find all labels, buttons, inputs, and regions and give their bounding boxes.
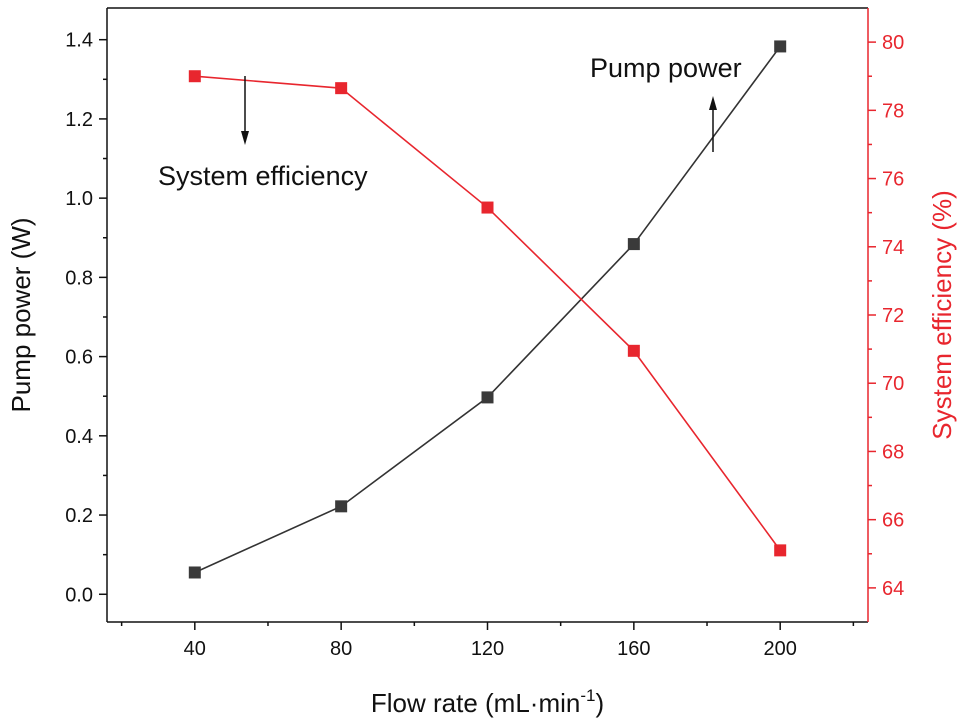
- left-y-tick-label: 0.8: [65, 267, 93, 289]
- x-axis-title-sup: -1: [580, 686, 595, 705]
- x-axis-title: Flow rate (mL·min-1): [371, 686, 604, 718]
- right-y-tick-label: 80: [882, 32, 904, 54]
- right-y-tick-label: 70: [882, 373, 904, 395]
- left-y-tick-label: 0.2: [65, 505, 93, 527]
- system-efficiency-line: [194, 75, 781, 551]
- right-y-tick-label: 66: [882, 510, 904, 532]
- axes: 40 80 120 160 200 0.0 0.2 0.4 0.6 0.8 1.0 1.2 1.4 64 6…: [6, 7, 957, 718]
- system-efficiency-point: [335, 82, 348, 95]
- x-axis-title-close: ): [595, 688, 604, 718]
- right-y-tick-label: 76: [882, 169, 904, 191]
- series-layer: [188, 40, 787, 579]
- pump-power-point: [774, 40, 787, 53]
- system-efficiency-annotation: System efficiency: [158, 161, 368, 191]
- right-y-tick-label: 74: [882, 237, 904, 259]
- left-y-tick-label: 0.4: [65, 426, 93, 448]
- x-tick-label: 200: [764, 638, 797, 660]
- x-tick-label: 40: [184, 638, 206, 660]
- system-efficiency-arrow-head: [241, 131, 249, 145]
- left-y-tick-label: 0.6: [65, 347, 93, 369]
- left-y-tick-label: 1.4: [65, 30, 93, 52]
- pump-power-annotation: Pump power: [590, 53, 742, 83]
- x-tick-label: 80: [330, 638, 352, 660]
- system-efficiency-point: [188, 70, 201, 83]
- right-y-tick-label: 64: [882, 578, 904, 600]
- pump-power-point: [627, 238, 640, 251]
- left-y-axis-title: Pump power (W): [6, 217, 36, 412]
- system-efficiency-point: [627, 344, 640, 357]
- right-y-tick-label: 78: [882, 100, 904, 122]
- left-y-tick-label: 1.0: [65, 188, 93, 210]
- system-efficiency-point: [481, 201, 494, 214]
- right-y-axis-title: System efficiency (%): [927, 190, 957, 439]
- pump-power-point: [188, 566, 201, 579]
- pump-power-point: [481, 391, 494, 404]
- x-axis-title-main: Flow rate (mL·min: [371, 688, 580, 718]
- pump-power-line: [194, 45, 781, 574]
- x-tick-label: 120: [471, 638, 504, 660]
- pump-power-point: [335, 500, 348, 513]
- left-y-tick-label: 0.0: [65, 584, 93, 606]
- pump-power-arrow-head: [709, 96, 717, 110]
- right-y-tick-label: 68: [882, 441, 904, 463]
- annotations: System efficiency Pump power: [158, 53, 742, 191]
- system-efficiency-point: [774, 544, 787, 557]
- x-tick-label: 160: [617, 638, 650, 660]
- right-y-tick-label: 72: [882, 305, 904, 327]
- left-y-tick-label: 1.2: [65, 109, 93, 131]
